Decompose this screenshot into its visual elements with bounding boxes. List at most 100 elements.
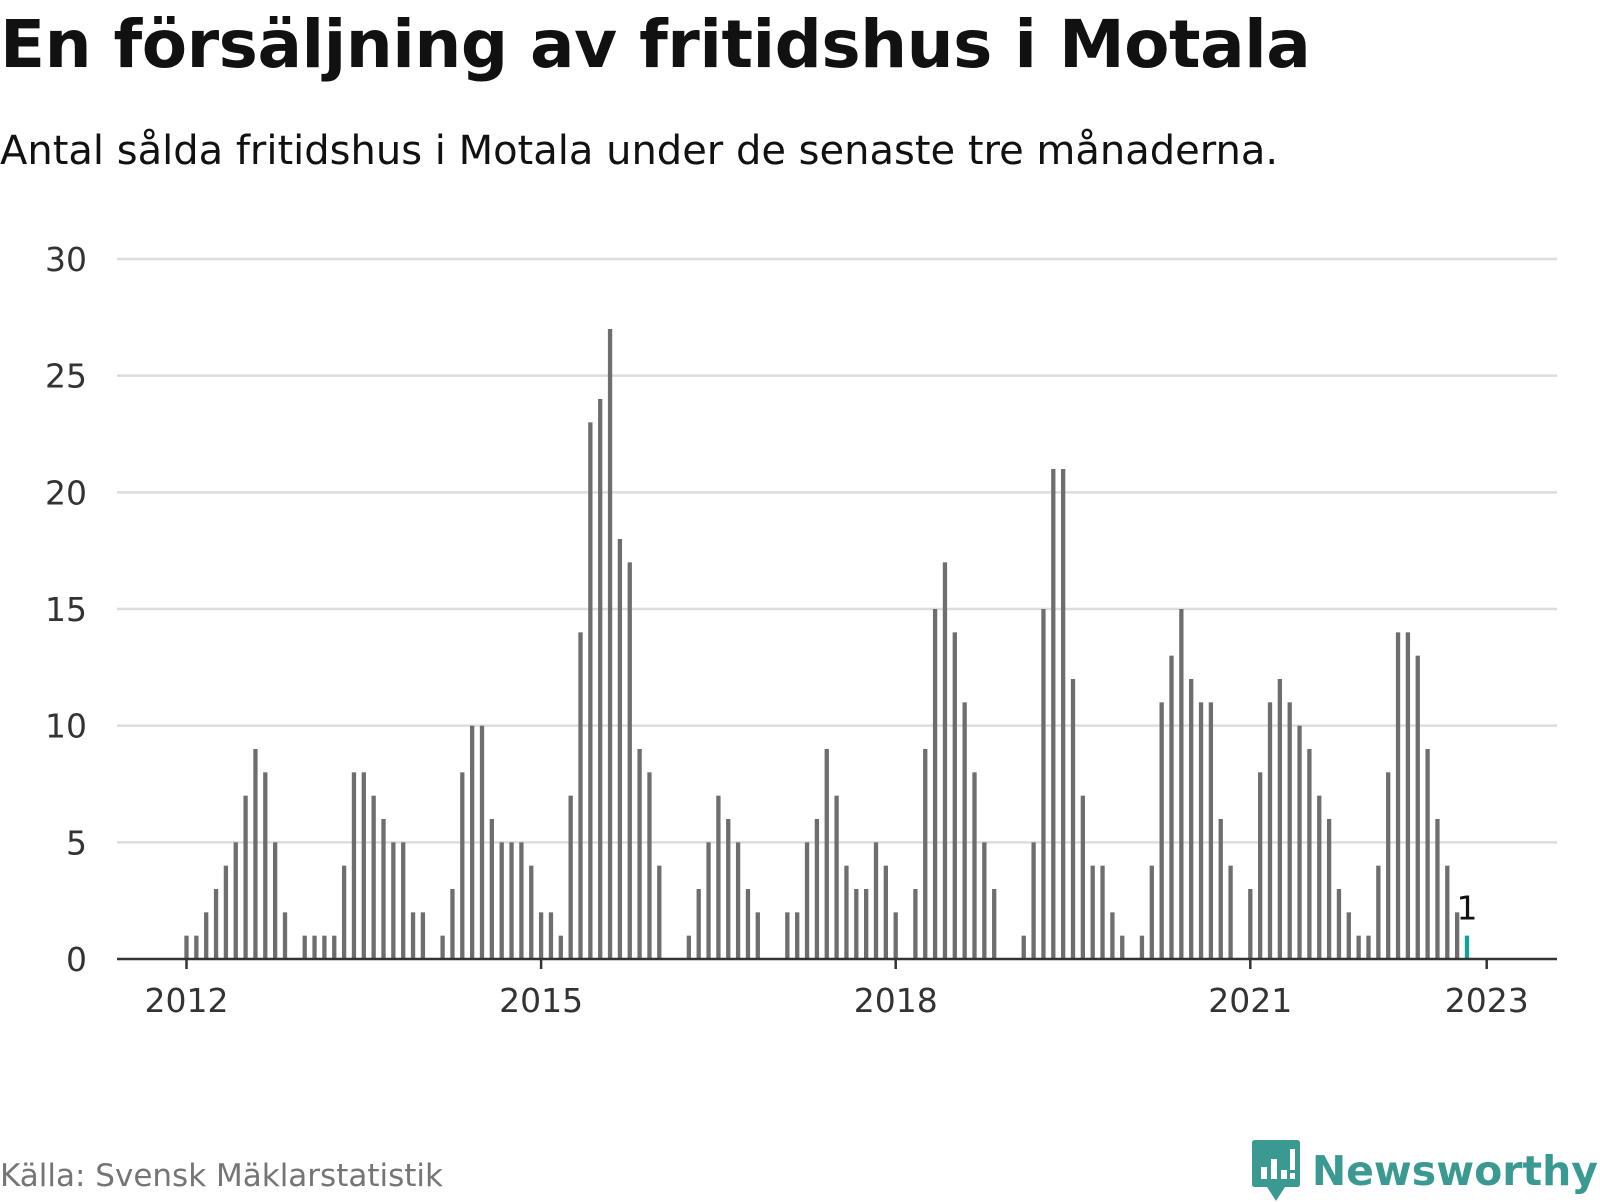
bar bbox=[716, 795, 721, 959]
bar bbox=[962, 702, 967, 959]
bar bbox=[1366, 935, 1371, 959]
bar bbox=[735, 842, 741, 959]
bar bbox=[1267, 702, 1273, 959]
bar bbox=[657, 865, 662, 959]
bar bbox=[282, 912, 288, 959]
bar bbox=[263, 772, 268, 959]
bar bbox=[607, 329, 613, 959]
bar bbox=[332, 935, 337, 959]
bar bbox=[538, 912, 544, 959]
bar bbox=[489, 819, 494, 959]
bar bbox=[1041, 609, 1046, 959]
bar bbox=[1405, 632, 1411, 959]
bar bbox=[361, 772, 366, 959]
bar bbox=[795, 912, 800, 959]
last-value-label: 1 bbox=[1457, 889, 1478, 928]
bar bbox=[864, 889, 869, 959]
bar bbox=[1051, 469, 1056, 959]
bar bbox=[243, 795, 248, 959]
bar bbox=[1258, 772, 1263, 959]
x-tick-label: 2018 bbox=[854, 981, 938, 1020]
bar bbox=[1179, 609, 1184, 959]
bar bbox=[1415, 655, 1420, 959]
bar bbox=[1090, 865, 1095, 959]
bar bbox=[1070, 679, 1076, 959]
bar bbox=[509, 842, 514, 959]
bar bbox=[1208, 702, 1214, 959]
bar bbox=[1445, 865, 1450, 959]
bar bbox=[233, 842, 238, 959]
bar bbox=[420, 912, 426, 959]
bar bbox=[1080, 795, 1085, 959]
bar bbox=[726, 819, 731, 959]
y-tick-label: 0 bbox=[66, 940, 87, 979]
bar bbox=[341, 865, 347, 959]
bar bbox=[785, 912, 790, 959]
bar bbox=[253, 749, 258, 959]
y-tick-label: 20 bbox=[45, 473, 87, 512]
bar bbox=[470, 725, 475, 959]
bar bbox=[1218, 819, 1223, 959]
bar bbox=[558, 935, 563, 959]
y-axis-ticks: 0 5 10 15 20 25 30 bbox=[45, 240, 87, 979]
bar bbox=[273, 842, 278, 959]
x-tick-label: 2023 bbox=[1445, 981, 1529, 1020]
bar bbox=[351, 772, 357, 959]
brand-logo[interactable]: Newsworthy bbox=[1251, 1140, 1598, 1202]
bar bbox=[1198, 702, 1204, 959]
bar bbox=[1395, 632, 1401, 959]
bar bbox=[1228, 865, 1233, 959]
chart-subtitle: Antal sålda fritidshus i Motala under de… bbox=[0, 128, 1279, 174]
bar bbox=[706, 842, 711, 959]
y-tick-label: 5 bbox=[66, 823, 87, 862]
bar bbox=[1031, 842, 1036, 959]
bar bbox=[1435, 819, 1440, 959]
bar bbox=[1100, 865, 1105, 959]
bar bbox=[1189, 679, 1194, 959]
highlight-bar bbox=[1464, 935, 1470, 959]
bar bbox=[598, 399, 603, 959]
bar bbox=[745, 889, 751, 959]
bar bbox=[184, 935, 189, 959]
bar bbox=[992, 889, 997, 959]
bar bbox=[529, 865, 534, 959]
data-labels: 1 bbox=[1457, 889, 1478, 928]
bar bbox=[686, 935, 691, 959]
bar bbox=[1297, 725, 1302, 959]
bar bbox=[1356, 935, 1361, 959]
bar bbox=[883, 865, 888, 959]
bar bbox=[932, 609, 938, 959]
y-tick-label: 15 bbox=[45, 590, 87, 629]
bar bbox=[1169, 655, 1174, 959]
bar bbox=[923, 749, 928, 959]
bar bbox=[1248, 889, 1253, 959]
bar bbox=[1307, 749, 1312, 959]
bar bbox=[322, 935, 327, 959]
bar bbox=[401, 842, 406, 959]
bar bbox=[194, 935, 199, 959]
bar bbox=[647, 772, 652, 959]
bar bbox=[696, 889, 701, 959]
bar bbox=[942, 562, 948, 959]
bar bbox=[1120, 935, 1125, 959]
bar bbox=[913, 889, 918, 959]
source-note: Källa: Svensk Mäklarstatistik bbox=[0, 1158, 443, 1194]
bar bbox=[391, 842, 396, 959]
bar bbox=[568, 795, 573, 959]
bar bbox=[588, 422, 593, 959]
bar bbox=[204, 912, 209, 959]
bar bbox=[1139, 935, 1145, 959]
bar bbox=[1287, 702, 1292, 959]
bar bbox=[223, 865, 229, 959]
bar bbox=[1346, 912, 1351, 959]
bar bbox=[578, 632, 583, 959]
bar bbox=[982, 842, 987, 959]
bar bbox=[1149, 865, 1154, 959]
bar bbox=[1425, 749, 1430, 959]
bar bbox=[450, 889, 455, 959]
bar bbox=[834, 795, 839, 959]
bar bbox=[627, 562, 632, 959]
bar bbox=[381, 819, 386, 959]
chart-title: En försäljning av fritidshus i Motala bbox=[0, 6, 1311, 83]
